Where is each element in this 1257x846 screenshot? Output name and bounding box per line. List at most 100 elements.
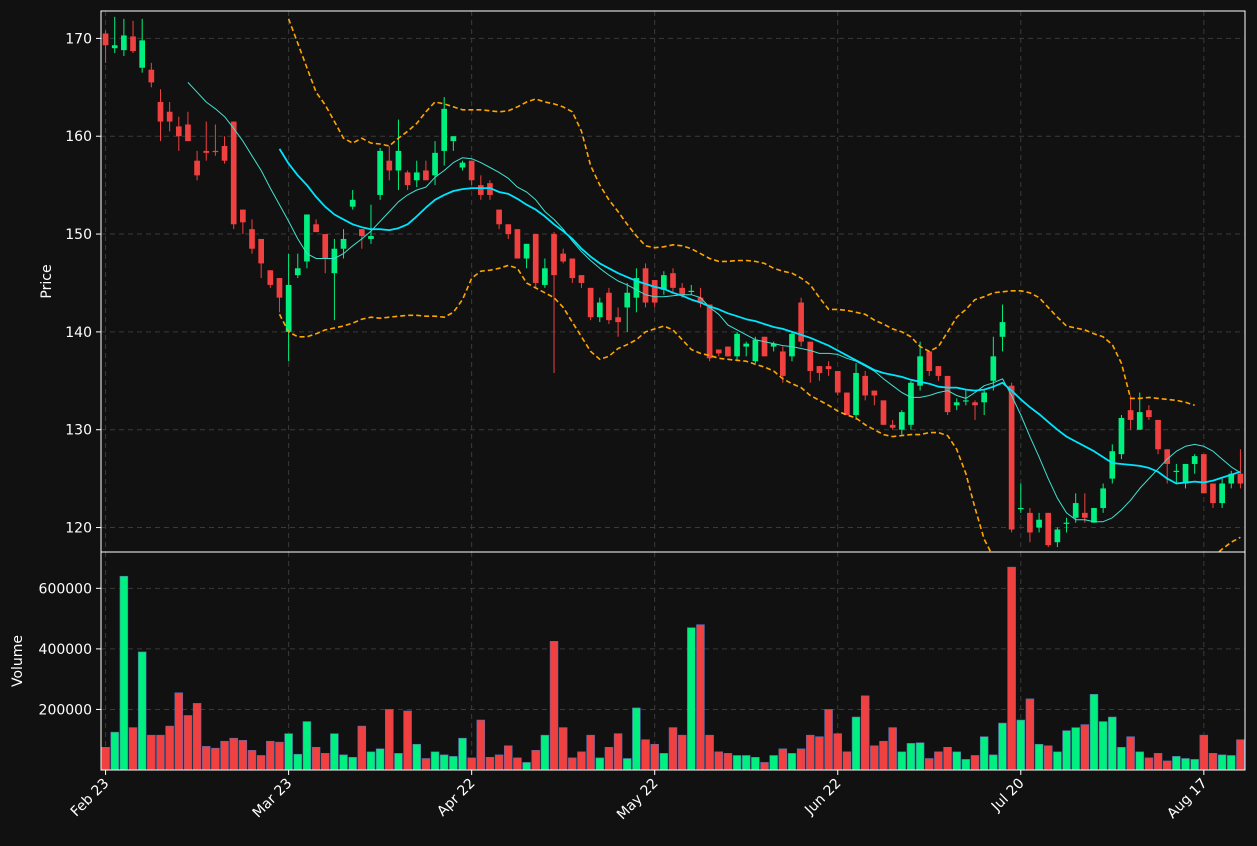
candle-body	[926, 351, 933, 372]
volume-bar	[522, 762, 531, 770]
candle-body	[862, 375, 869, 396]
volume-bar	[1199, 734, 1209, 770]
volume-bar	[604, 746, 614, 770]
volume-bar	[229, 737, 238, 770]
volume-bar	[696, 624, 705, 770]
candle-body	[423, 170, 429, 181]
candle-body	[908, 382, 914, 425]
volume-bar	[504, 745, 513, 770]
candle-body	[1008, 385, 1015, 530]
candle-body	[1027, 512, 1033, 533]
volume-bar	[815, 736, 824, 770]
volume-bar	[101, 746, 110, 770]
candle-body	[221, 146, 228, 161]
candle-body	[642, 268, 649, 303]
volume-bar	[348, 756, 357, 770]
volume-bar	[1016, 719, 1026, 770]
volume-bar	[174, 692, 184, 770]
candle-body	[258, 238, 264, 264]
volume-bar	[256, 755, 266, 770]
candle-body	[578, 275, 585, 283]
volume-bar	[659, 753, 669, 770]
candle-body	[1191, 456, 1198, 464]
candle-body	[999, 322, 1006, 337]
volume-bar	[412, 743, 421, 770]
candle-body	[459, 162, 466, 168]
candle-body	[1136, 412, 1143, 430]
volume-bar	[421, 758, 431, 770]
volume-bar	[266, 740, 275, 770]
volume-bar	[952, 751, 961, 770]
volume-bar	[385, 709, 394, 770]
candle-body	[386, 160, 393, 171]
volume-bar	[238, 740, 248, 770]
candle-body	[889, 424, 896, 428]
candle-body	[963, 400, 969, 402]
volume-bar	[970, 755, 980, 770]
volume-bar	[247, 750, 257, 770]
volume-bar	[430, 751, 440, 770]
candle-body	[1127, 410, 1134, 420]
candle-body	[615, 317, 621, 323]
volume-bar	[128, 727, 138, 770]
candle-body	[871, 390, 878, 396]
candle-body	[953, 402, 960, 406]
candle-body	[111, 45, 118, 49]
volume-bar	[879, 740, 888, 770]
candle-body	[322, 234, 329, 259]
candle-body	[725, 346, 731, 357]
candle-body	[1146, 410, 1152, 417]
candle-body	[551, 234, 557, 276]
volume-bar	[1053, 751, 1062, 770]
volume-bar	[1071, 727, 1080, 770]
volume-bar	[284, 733, 293, 770]
volume-bar	[1098, 721, 1108, 770]
candle-body	[313, 224, 319, 233]
volume-bar	[449, 756, 458, 770]
bollinger-upper-line	[287, 18, 1195, 407]
volume-bar	[147, 734, 156, 770]
candle-body	[157, 101, 164, 122]
candle-body	[523, 243, 530, 259]
candle-body	[148, 69, 155, 83]
candle-body	[972, 402, 978, 406]
volume-bar	[760, 762, 769, 770]
volume-bar	[458, 737, 467, 770]
volume-bar	[1236, 739, 1245, 770]
candle-body	[853, 372, 859, 416]
volume-bar	[366, 751, 376, 770]
volume-bar	[870, 745, 879, 770]
volume-bar	[778, 748, 788, 770]
volume-tick-label: 600000	[39, 581, 92, 597]
volume-bar	[1043, 745, 1053, 770]
candle-body	[267, 270, 274, 285]
candle-body	[1182, 463, 1189, 484]
volume-bar	[1153, 753, 1163, 770]
volume-bar	[375, 748, 385, 770]
candle-body	[532, 234, 539, 283]
candle-body	[1228, 473, 1235, 484]
candle-body	[1200, 454, 1207, 494]
candle-body	[194, 160, 200, 176]
volume-bar	[796, 748, 806, 770]
volume-bars	[101, 566, 1245, 770]
candle-body	[1054, 529, 1061, 543]
candle-body	[249, 229, 255, 249]
candle-body	[633, 278, 640, 298]
volume-bar	[650, 743, 659, 770]
candle-body	[825, 366, 832, 370]
candle-body	[697, 297, 704, 303]
volume-bar	[1208, 753, 1218, 770]
volume-bar	[1025, 698, 1035, 770]
bollinger-lower-line	[278, 264, 1241, 552]
volume-bar	[558, 727, 568, 770]
candle-body	[880, 400, 887, 425]
candle-body	[1118, 417, 1125, 455]
price-tick-label: 140	[65, 325, 92, 341]
candle-body	[734, 333, 740, 357]
candle-body	[368, 236, 374, 239]
volume-bar	[998, 722, 1007, 770]
volume-bar	[1089, 694, 1099, 770]
volume-bar	[467, 757, 476, 770]
price-tick-label: 130	[65, 423, 92, 439]
